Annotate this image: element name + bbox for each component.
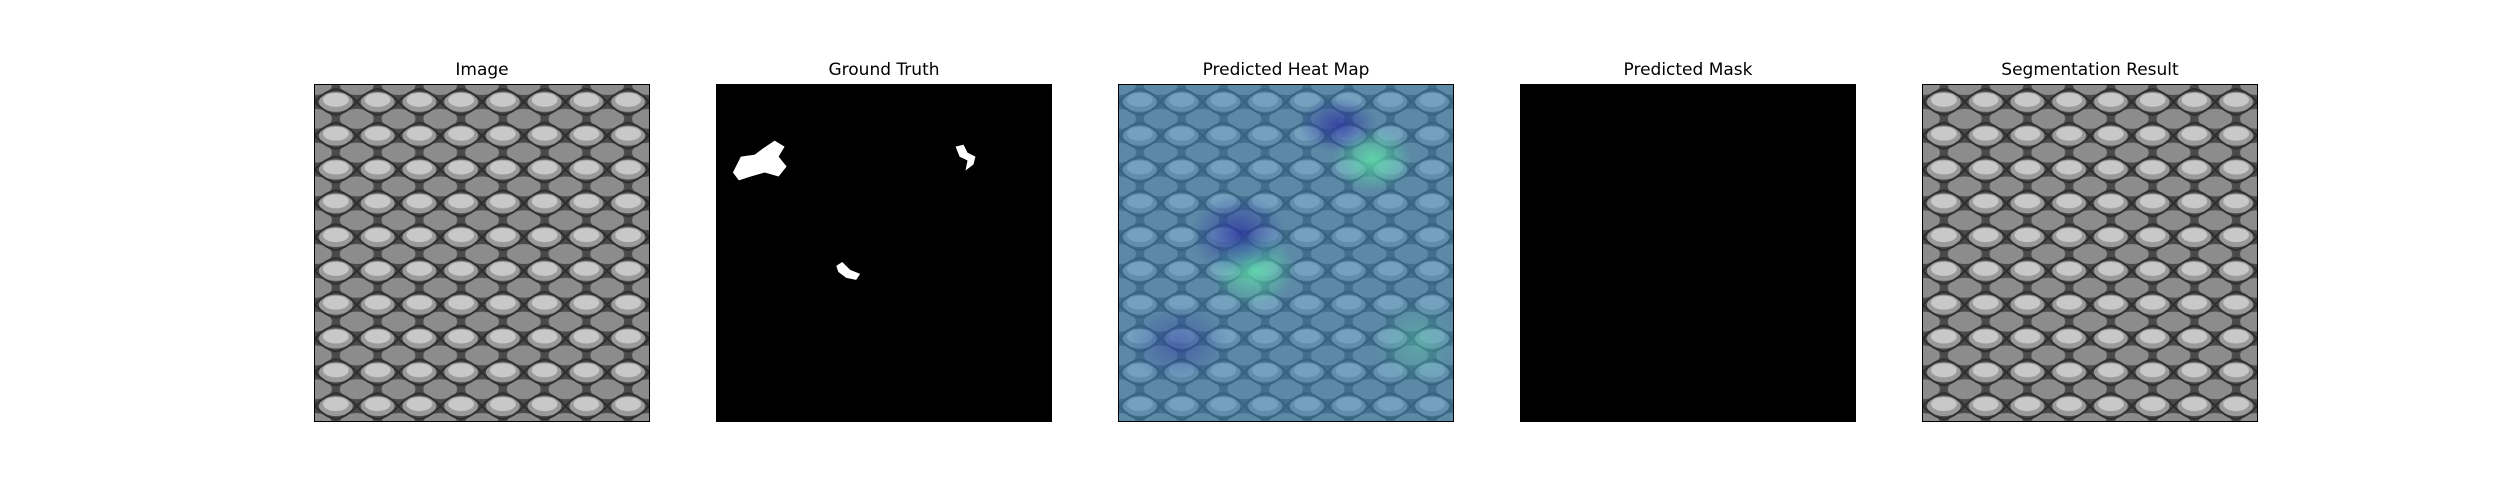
panel-title-image: Image [455,60,509,80]
segmentation-result-panel [1922,84,2258,422]
panel-title-heat-map: Predicted Heat Map [1202,60,1370,80]
defect-region-2 [955,144,976,171]
panel-title-predicted-mask: Predicted Mask [1623,60,1753,80]
ground-truth-mask [717,85,1051,421]
defect-region-3 [836,261,861,280]
panel-title-ground-truth: Ground Truth [828,60,940,80]
heat-map-panel [1118,84,1454,422]
heat-map-overlay [1119,85,1453,421]
predicted-mask-image [1521,85,1855,421]
predicted-mask-panel [1520,84,1856,422]
segmentation-result-image [1923,85,2257,421]
ground-truth-panel [716,84,1052,422]
defect-region-1 [732,140,787,181]
mesh-texture-image [315,85,649,421]
panel-title-segmentation-result: Segmentation Result [2001,60,2179,80]
image-panel [314,84,650,422]
